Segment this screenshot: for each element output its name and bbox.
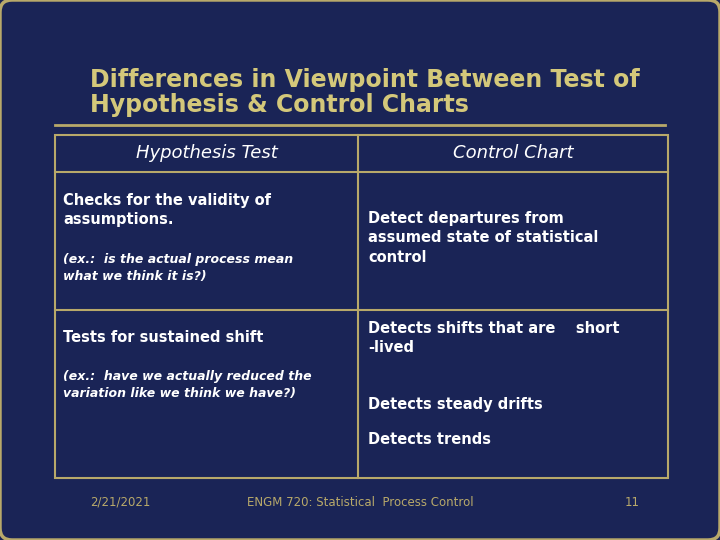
Text: Detects steady drifts: Detects steady drifts bbox=[368, 397, 543, 413]
Text: ENGM 720: Statistical  Process Control: ENGM 720: Statistical Process Control bbox=[247, 496, 473, 509]
Bar bbox=[55, 135, 668, 478]
Text: (ex.:  have we actually reduced the
variation like we think we have?): (ex.: have we actually reduced the varia… bbox=[63, 370, 312, 400]
Text: Detects shifts that are    short
-lived: Detects shifts that are short -lived bbox=[368, 321, 619, 355]
Text: Control Chart: Control Chart bbox=[453, 145, 573, 163]
Text: Hypothesis & Control Charts: Hypothesis & Control Charts bbox=[90, 93, 469, 117]
Text: Detects trends: Detects trends bbox=[368, 433, 491, 448]
Text: 2/21/2021: 2/21/2021 bbox=[90, 496, 150, 509]
Text: Detect departures from
assumed state of statistical
control: Detect departures from assumed state of … bbox=[368, 211, 598, 265]
Text: 11: 11 bbox=[625, 496, 640, 509]
Text: (ex.:  is the actual process mean
what we think it is?): (ex.: is the actual process mean what we… bbox=[63, 253, 293, 283]
Text: Checks for the validity of
assumptions.: Checks for the validity of assumptions. bbox=[63, 193, 271, 227]
Text: Hypothesis Test: Hypothesis Test bbox=[135, 145, 277, 163]
Text: Differences in Viewpoint Between Test of: Differences in Viewpoint Between Test of bbox=[90, 68, 640, 92]
Text: Tests for sustained shift: Tests for sustained shift bbox=[63, 330, 264, 346]
